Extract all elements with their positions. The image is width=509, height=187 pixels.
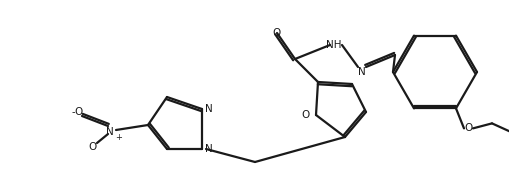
Text: N: N <box>358 67 366 77</box>
Text: O: O <box>302 110 310 120</box>
Text: NH: NH <box>326 40 342 50</box>
Text: O: O <box>273 28 281 38</box>
Text: +: + <box>116 133 123 142</box>
Text: N: N <box>205 104 213 114</box>
Text: -O: -O <box>72 107 84 117</box>
Text: O: O <box>465 123 473 133</box>
Text: N: N <box>106 127 114 137</box>
Text: N: N <box>205 144 213 154</box>
Text: O: O <box>89 142 97 152</box>
